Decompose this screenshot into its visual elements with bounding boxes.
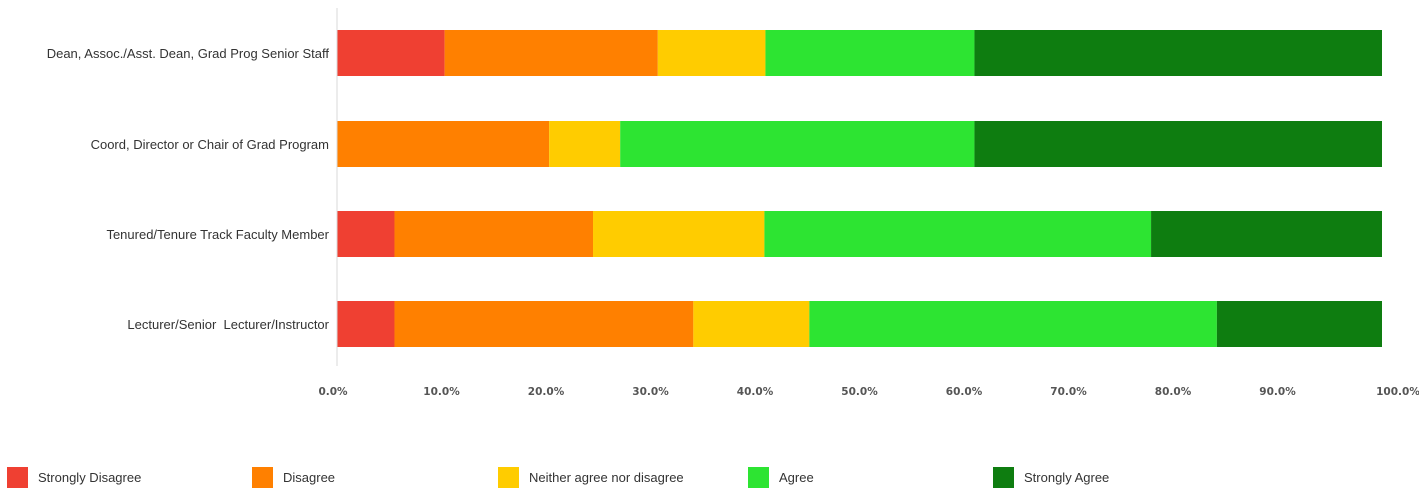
category-label: Coord, Director or Chair of Grad Program: [91, 137, 329, 152]
bar-segment: [593, 211, 765, 257]
legend-swatch: [748, 467, 769, 488]
x-tick-label: 0.0%: [318, 386, 348, 398]
legend-swatch: [993, 467, 1014, 488]
x-tick-label: 10.0%: [423, 386, 460, 398]
bar-segment: [394, 301, 694, 347]
bar-segment: [337, 30, 445, 76]
bar-segment: [394, 211, 594, 257]
x-tick-label: 90.0%: [1259, 386, 1296, 398]
x-tick-label: 50.0%: [841, 386, 878, 398]
bar-segment: [974, 121, 1382, 167]
x-axis-ticks: 0.0% 10.0% 20.0% 30.0% 40.0% 50.0% 60.0% 70.0% 8…: [318, 386, 1419, 398]
legend-label: Disagree: [283, 470, 336, 485]
bar-segment: [657, 30, 766, 76]
bar-segment: [764, 211, 1152, 257]
bar-segment: [337, 301, 395, 347]
x-tick-label: 30.0%: [632, 386, 669, 398]
stacked-bar-chart: Dean, Assoc./Asst. Dean, Grad Prog Senio…: [47, 8, 1419, 398]
legend-label: Agree: [779, 470, 814, 485]
legend-item: Neither agree nor disagree: [498, 467, 684, 488]
legend-item: Disagree: [252, 467, 335, 488]
bar-segment: [693, 301, 810, 347]
category-label: Lecturer/Senior Lecturer/Instructor: [127, 317, 329, 332]
legend-swatch: [252, 467, 273, 488]
legend-item: Agree: [748, 467, 814, 488]
bar-segment: [974, 30, 1382, 76]
x-tick-label: 40.0%: [737, 386, 774, 398]
bars-group: [337, 30, 1382, 347]
bar-segment: [809, 301, 1217, 347]
legend-label: Neither agree nor disagree: [529, 470, 684, 485]
legend-item: Strongly Agree: [993, 467, 1109, 488]
category-label: Tenured/Tenure Track Faculty Member: [106, 227, 329, 242]
x-tick-label: 60.0%: [946, 386, 983, 398]
legend-item: Strongly Disagree: [7, 467, 141, 488]
bar-segment: [1151, 211, 1382, 257]
x-tick-label: 80.0%: [1155, 386, 1192, 398]
x-tick-label: 70.0%: [1050, 386, 1087, 398]
legend-label: Strongly Disagree: [38, 470, 142, 485]
bar-segment: [337, 121, 550, 167]
legend-swatch: [498, 467, 519, 488]
legend-swatch: [7, 467, 28, 488]
legend-label: Strongly Agree: [1024, 470, 1110, 485]
bar-segment: [765, 30, 975, 76]
category-labels: Dean, Assoc./Asst. Dean, Grad Prog Senio…: [47, 46, 330, 332]
bar-segment: [444, 30, 658, 76]
bar-segment: [337, 211, 395, 257]
x-tick-label: 20.0%: [528, 386, 565, 398]
category-label: Dean, Assoc./Asst. Dean, Grad Prog Senio…: [47, 46, 330, 61]
bar-segment: [1216, 301, 1382, 347]
legend: Strongly Disagree Disagree Neither agree n…: [0, 467, 1419, 491]
bar-segment: [549, 121, 621, 167]
x-tick-label: 100.0%: [1376, 386, 1419, 398]
bar-segment: [620, 121, 975, 167]
